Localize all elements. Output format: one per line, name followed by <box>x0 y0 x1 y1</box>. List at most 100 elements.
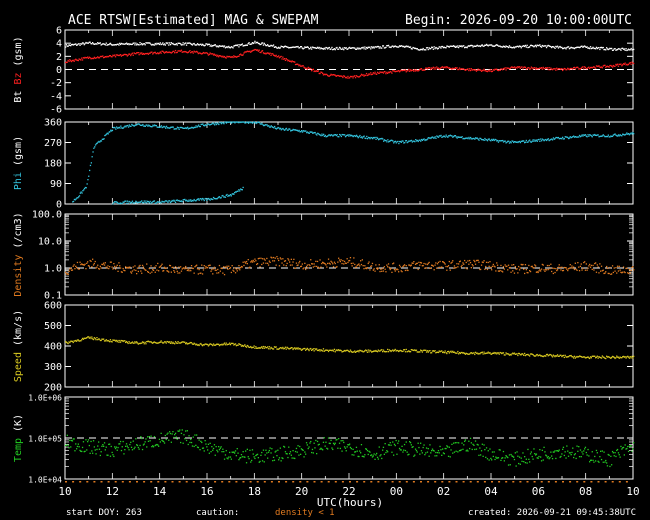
data-point <box>288 59 290 61</box>
data-point <box>299 347 301 350</box>
data-point <box>633 355 635 357</box>
data-point <box>160 125 163 127</box>
data-point <box>387 266 389 268</box>
data-point <box>203 265 205 267</box>
data-point <box>412 262 414 264</box>
data-point <box>65 341 68 343</box>
data-point <box>435 68 437 70</box>
data-point <box>267 45 270 47</box>
data-point <box>606 265 608 268</box>
data-point <box>388 141 390 143</box>
data-point <box>241 121 244 123</box>
data-point <box>420 261 422 264</box>
data-point <box>358 455 360 458</box>
data-point <box>436 48 439 50</box>
data-point <box>212 196 215 199</box>
data-point <box>153 436 156 438</box>
data-point <box>153 125 155 127</box>
data-point <box>515 353 517 355</box>
data-point <box>298 129 300 132</box>
data-point <box>342 440 344 442</box>
data-point <box>245 51 248 53</box>
data-point <box>414 454 416 456</box>
data-point <box>136 201 138 203</box>
data-point <box>185 199 188 201</box>
y-tick-label: 500 <box>44 321 62 332</box>
data-point <box>163 270 165 272</box>
data-point <box>227 121 229 123</box>
data-point <box>156 126 158 128</box>
data-point <box>518 66 520 68</box>
data-point <box>552 137 555 139</box>
data-point <box>205 124 207 127</box>
data-point <box>211 344 213 346</box>
data-point <box>151 446 153 448</box>
data-point <box>469 45 471 47</box>
data-point <box>115 201 117 203</box>
data-point <box>534 264 536 266</box>
data-point <box>132 342 134 344</box>
data-point <box>500 352 502 354</box>
data-point <box>332 263 334 265</box>
data-point <box>429 350 431 352</box>
series-temp <box>65 429 635 468</box>
data-point <box>589 357 591 360</box>
data-point <box>291 129 293 131</box>
data-point <box>572 447 574 449</box>
data-point <box>229 342 231 344</box>
data-point <box>231 342 233 345</box>
data-point <box>129 266 131 268</box>
data-point <box>445 67 447 69</box>
data-point <box>560 46 562 49</box>
data-point <box>471 352 473 355</box>
data-point <box>184 127 186 129</box>
data-point <box>268 53 270 55</box>
data-point <box>81 450 83 453</box>
data-point <box>451 68 453 70</box>
data-point <box>385 350 387 353</box>
data-point <box>295 46 298 48</box>
data-point <box>546 138 549 141</box>
data-point <box>147 200 149 202</box>
data-point <box>317 70 319 72</box>
data-point <box>142 444 145 446</box>
data-point <box>564 354 566 356</box>
data-point <box>382 449 384 451</box>
data-point <box>89 169 91 172</box>
data-point <box>214 344 216 346</box>
data-point <box>146 446 148 448</box>
data-point <box>314 265 316 267</box>
data-point <box>562 270 564 272</box>
data-point <box>236 190 238 192</box>
data-point <box>288 348 290 350</box>
data-point <box>622 48 625 50</box>
data-point <box>480 352 482 354</box>
data-point <box>400 270 402 272</box>
x-tick-label: 14 <box>153 485 167 498</box>
data-point <box>574 262 576 264</box>
data-point <box>187 42 189 44</box>
data-point <box>190 43 192 45</box>
data-point <box>553 355 555 357</box>
data-point <box>160 43 162 46</box>
data-point <box>413 455 415 457</box>
data-point <box>556 354 559 356</box>
data-point <box>148 267 150 270</box>
data-point <box>558 449 560 451</box>
data-point <box>528 67 530 69</box>
data-point <box>352 77 354 79</box>
data-point <box>393 454 395 456</box>
data-point <box>245 44 248 46</box>
data-point <box>630 47 632 50</box>
data-point <box>187 269 189 271</box>
data-point <box>288 446 290 448</box>
data-point <box>222 45 224 47</box>
data-point <box>125 200 127 202</box>
data-point <box>342 350 344 353</box>
data-point <box>464 46 467 48</box>
data-point <box>199 343 201 345</box>
data-point <box>235 44 237 46</box>
data-point <box>219 344 221 346</box>
data-point <box>512 140 514 142</box>
